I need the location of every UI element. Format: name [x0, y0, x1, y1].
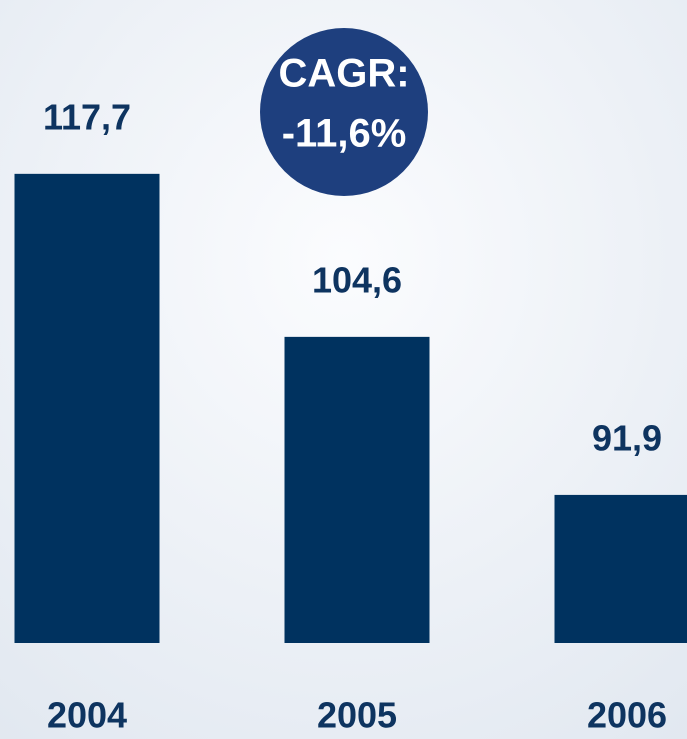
bar [554, 494, 687, 643]
value-label: 104,6 [312, 259, 402, 300]
value-label: 117,7 [43, 96, 131, 137]
x-tick-label: 2004 [47, 695, 127, 736]
annotation-value: -11,6% [282, 112, 407, 156]
x-tick-label: 2005 [317, 695, 397, 736]
value-label: 91,9 [592, 417, 662, 458]
annotation-label: CAGR: [278, 52, 409, 96]
bar [284, 336, 430, 643]
x-tick-label: 2006 [587, 695, 667, 736]
bar [14, 173, 160, 643]
annotation-badge [260, 28, 428, 196]
